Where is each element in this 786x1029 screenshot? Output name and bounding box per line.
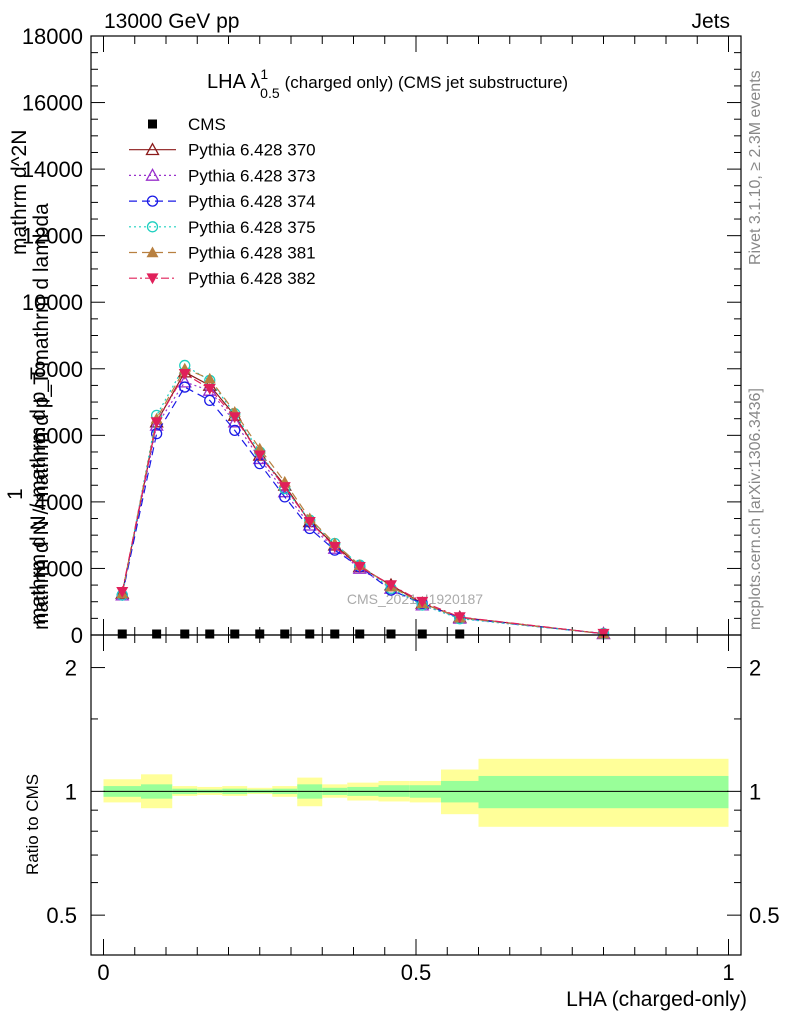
series-2-point-2 <box>177 374 192 388</box>
series-2-point-1 <box>149 418 164 431</box>
series-6-point-2 <box>178 368 191 380</box>
ratio-ytick-label-left-2: 2 <box>65 656 77 681</box>
series-6-point-5 <box>253 450 266 462</box>
series-0-point-5 <box>255 629 265 639</box>
legend-label-1: Pythia 6.428 370 <box>188 141 316 160</box>
main-plot: 0 2000 4000 6000 8000 10000 12000 14000 16000 180… <box>22 24 742 648</box>
main-ylabel: mathrm d N / mathrm d p_T mathrm d lambd… <box>4 130 53 630</box>
header-left: 13000 GeV pp <box>104 10 239 33</box>
series-6-point-3 <box>203 383 216 395</box>
main-ytick-label-5: 10000 <box>22 290 83 315</box>
main-ytick-label-2: 4000 <box>34 490 83 515</box>
series-0-point-12 <box>455 629 465 639</box>
legend-label-4: Pythia 6.428 375 <box>188 218 316 237</box>
legend-marker-1 <box>145 142 160 156</box>
legend-marker-5 <box>146 246 159 258</box>
legend-label-2: Pythia 6.428 373 <box>188 166 316 185</box>
series-6-point-7 <box>303 517 316 528</box>
main-title-suffix: (charged only) (CMS jet substructure) <box>285 73 568 92</box>
main-title-prefix: LHA λ <box>207 71 260 93</box>
main-ylabel-line-4: mathrm d N / mathrm d p_T <box>27 367 50 625</box>
series-6-point-0 <box>116 586 129 598</box>
series-0-point-2 <box>180 629 190 639</box>
mcplots-label: mcplots.cern.ch [arXiv:1306.3436] <box>747 388 764 630</box>
series-0-point-3 <box>205 629 215 639</box>
main-ytick-label-4: 8000 <box>34 357 83 382</box>
legend-label-0: CMS <box>188 115 226 134</box>
series-3-point-2 <box>179 381 191 393</box>
legend-marker-4 <box>146 221 159 233</box>
series-6-point-6 <box>278 482 291 493</box>
main-ytick-label-6: 12000 <box>22 224 83 249</box>
ratio-ytick-label-left-0: 0.5 <box>46 903 77 928</box>
ratio-xtick-label-1: 0.5 <box>401 960 432 985</box>
main-ytick-label-8: 16000 <box>22 91 83 116</box>
series-5-point-3 <box>203 372 216 384</box>
series-0-point-4 <box>230 629 240 639</box>
main-ylabel-line-3: 1 <box>4 488 27 500</box>
ratio-ytick-label-right-0: 0.5 <box>749 903 780 928</box>
series-0-point-0 <box>117 629 127 639</box>
main-ytick-label-7: 14000 <box>22 157 83 182</box>
series-0-point-7 <box>305 629 315 639</box>
ratio-xtick-label-0: 0 <box>97 960 109 985</box>
main-ytick-label-1: 2000 <box>34 556 83 581</box>
ratio-plot: 0 0.5 1 0.5 0.5 1 1 2 2 <box>46 634 780 985</box>
ratio-xtick-label-2: 1 <box>722 960 734 985</box>
series-0-point-8 <box>330 629 340 639</box>
ratio-ytick-label-right-2: 2 <box>749 656 761 681</box>
legend-label-5: Pythia 6.428 381 <box>188 244 316 263</box>
series-3-point-3 <box>204 394 216 407</box>
main-ytick-label-0: 0 <box>71 623 83 648</box>
series-2-point-4 <box>227 414 242 428</box>
series-6-point-13 <box>597 628 610 640</box>
main-ytick-label-3: 6000 <box>34 423 83 448</box>
series-3-point-1 <box>150 428 163 440</box>
series-0-point-9 <box>355 629 365 639</box>
legend: CMS Pythia 6.428 370 Pythia 6.428 373 Pythi… <box>129 115 316 288</box>
legend-marker-3 <box>146 195 159 207</box>
main-ylabel-line-2: mathrm d^2N <box>8 130 31 255</box>
x-axis-label: LHA (charged-only) <box>566 988 747 1011</box>
main-title-sub: 0.5 <box>260 85 280 101</box>
ratio-ytick-label-right-1: 1 <box>749 779 761 804</box>
series-3-point-4 <box>229 424 241 436</box>
main-ylabel-line-1: mathrm d N / mathrm d p_T mathrm d lambd… <box>30 203 53 630</box>
legend-marker-0 <box>148 119 157 129</box>
main-ytick-label-9: 18000 <box>22 24 83 49</box>
series-6-point-1 <box>150 417 163 429</box>
header-right: Jets <box>691 10 730 33</box>
series-6-point-4 <box>228 412 241 424</box>
series-line-6 <box>121 372 604 635</box>
legend-label-3: Pythia 6.428 374 <box>188 192 316 211</box>
rivet-label: Rivet 3.1.10, ≥ 2.3M events <box>747 70 764 265</box>
series-6-point-11 <box>416 596 429 608</box>
ratio-band-inner-13 <box>478 775 729 809</box>
legend-label-6: Pythia 6.428 382 <box>188 269 316 288</box>
legend-marker-2 <box>145 168 160 181</box>
series-0-point-11 <box>417 629 427 639</box>
legend-marker-6 <box>146 273 159 285</box>
series-0-point-1 <box>152 629 162 639</box>
series-6-point-12 <box>453 612 466 624</box>
series-6-point-9 <box>353 561 366 573</box>
main-title: LHA λ1 0.5 (charged only) (CMS jet substru… <box>207 66 568 101</box>
series-6-point-8 <box>328 542 341 553</box>
ratio-ytick-label-left-1: 1 <box>65 779 77 804</box>
ratio-ylabel: Ratio to CMS <box>23 774 42 875</box>
main-title-sup: 1 <box>260 66 268 82</box>
series-0-point-10 <box>386 629 396 639</box>
series-6-point-10 <box>385 580 397 592</box>
series-0-point-6 <box>280 629 290 639</box>
